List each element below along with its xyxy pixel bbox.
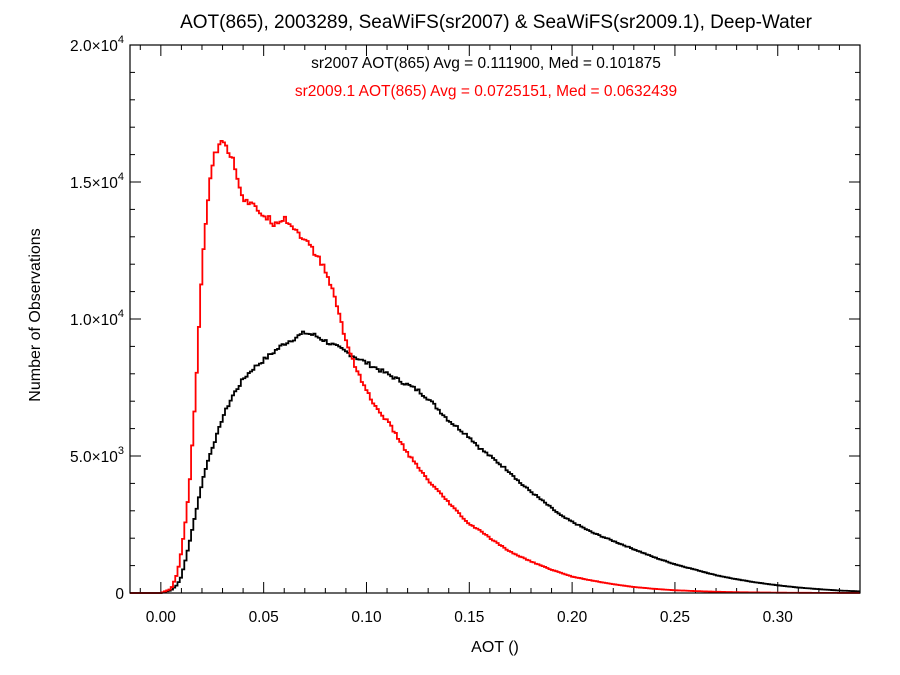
x-tick-label: 0.10 <box>351 609 382 626</box>
axis-ticks: 0.00 0.05 0.10 0.15 0.20 0.25 0.30 0 5.0×103 1.0×… <box>70 34 861 626</box>
plot-frame <box>129 44 861 594</box>
y-tick-label: 0 <box>115 586 124 603</box>
x-tick-label: 0.25 <box>660 609 690 626</box>
series-sr2007-line <box>130 330 860 594</box>
y-axis-label: Number of Observations <box>27 228 44 401</box>
annotation-sr2007-stats: sr2007 AOT(865) Avg = 0.111900, Med = 0.… <box>311 55 661 72</box>
x-tick-label: 0.15 <box>454 609 484 626</box>
x-axis-label: AOT () <box>471 639 519 656</box>
x-tick-label: 0.05 <box>249 609 279 626</box>
annotation-sr2009-stats: sr2009.1 AOT(865) Avg = 0.0725151, Med =… <box>295 83 677 100</box>
x-tick-label: 0.20 <box>557 609 588 626</box>
y-tick-label: 1.5×104 <box>70 171 124 192</box>
y-tick-label: 1.0×104 <box>70 308 124 329</box>
x-tick-label: 0.00 <box>146 609 177 626</box>
x-tick-label: 0.30 <box>763 609 794 626</box>
series-sr2009-line <box>130 139 860 594</box>
chart-title: AOT(865), 2003289, SeaWiFS(sr2007) & Sea… <box>180 12 812 33</box>
y-tick-label: 2.0×104 <box>70 34 124 55</box>
y-tick-label: 5.0×103 <box>70 445 124 466</box>
series-layer <box>130 139 860 594</box>
